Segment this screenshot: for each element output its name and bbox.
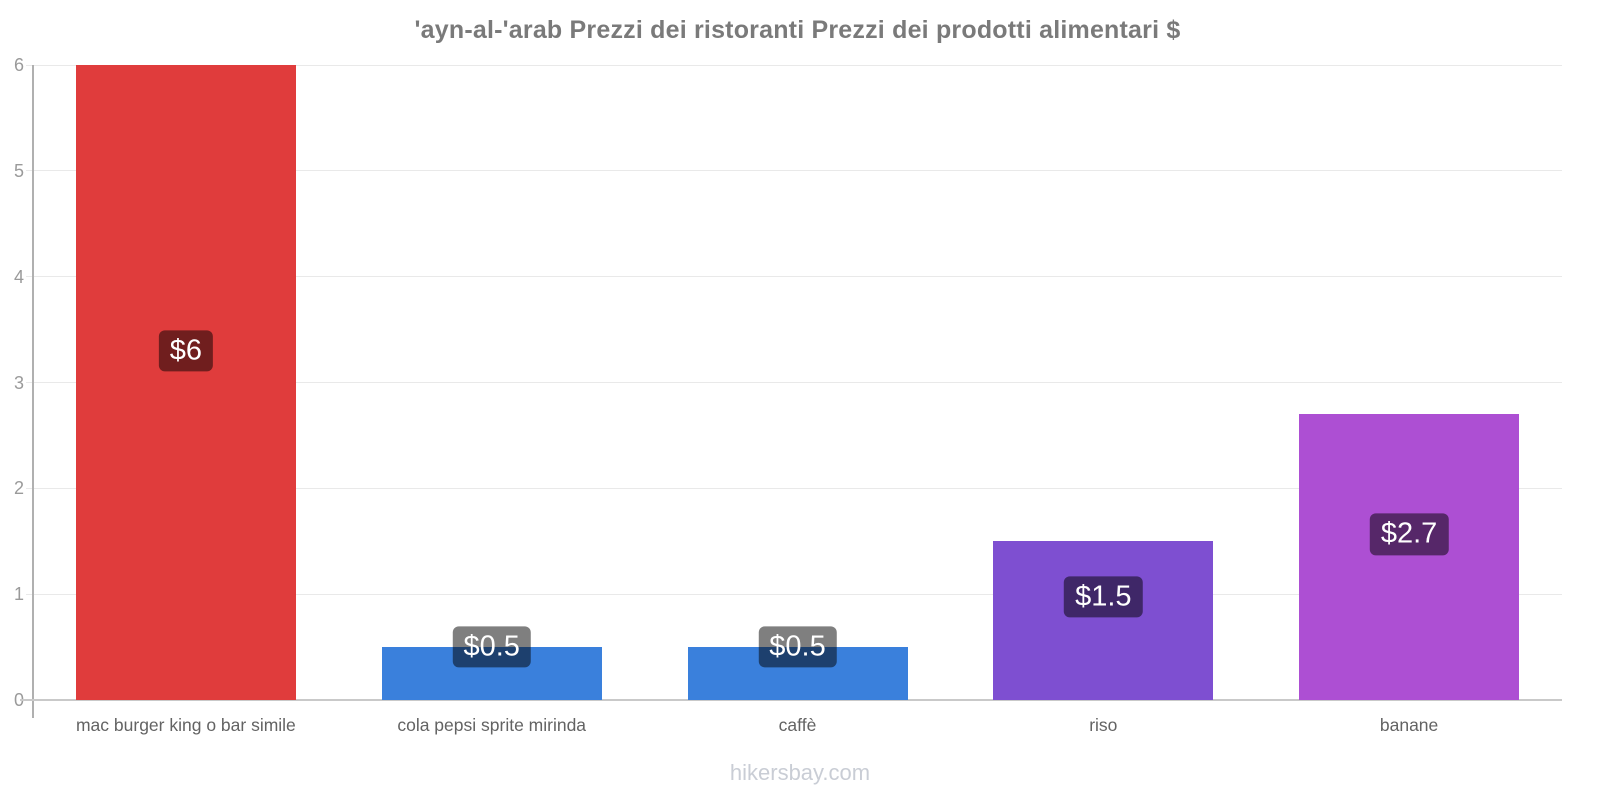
y-axis-tick-label: 5 [13, 160, 24, 181]
y-axis-tick-label: 6 [13, 55, 24, 75]
y-axis-tick-label: 4 [13, 266, 24, 287]
x-category-label: caffè [778, 715, 817, 735]
y-axis-tick-label: 3 [13, 372, 24, 393]
gridline [26, 487, 1562, 489]
x-category-label: mac burger king o bar simile [75, 715, 296, 735]
x-category-label: riso [1089, 715, 1118, 735]
y-axis-tick-label: 1 [13, 584, 24, 605]
bar-value-label: $1.5 [1064, 576, 1143, 618]
gridline [26, 382, 1562, 383]
bar-value-label: $6 [158, 330, 214, 372]
bar-value-label: $2.7 [1369, 513, 1449, 555]
bar-value-label: $0.5 [758, 626, 837, 668]
bar [75, 65, 296, 700]
chart-title: 'ayn-al-'arab Prezzi dei ristoranti Prez… [414, 16, 1181, 44]
x-category-label: banane [1379, 715, 1439, 735]
bar-value-label: $0.5 [452, 626, 531, 668]
gridline [26, 593, 1562, 595]
gridline [26, 170, 1562, 172]
gridline [26, 64, 1562, 66]
bar [1299, 414, 1520, 700]
y-axis-tick-label: 2 [13, 478, 24, 499]
x-category-label: cola pepsi sprite mirinda [397, 715, 587, 735]
y-axis-line [32, 65, 34, 718]
bar [993, 541, 1214, 700]
gridline [26, 276, 1562, 278]
watermark-text: hikersbay.com [729, 760, 871, 785]
y-axis-tick-label: 0 [13, 690, 24, 710]
x-axis-line [20, 699, 1562, 701]
